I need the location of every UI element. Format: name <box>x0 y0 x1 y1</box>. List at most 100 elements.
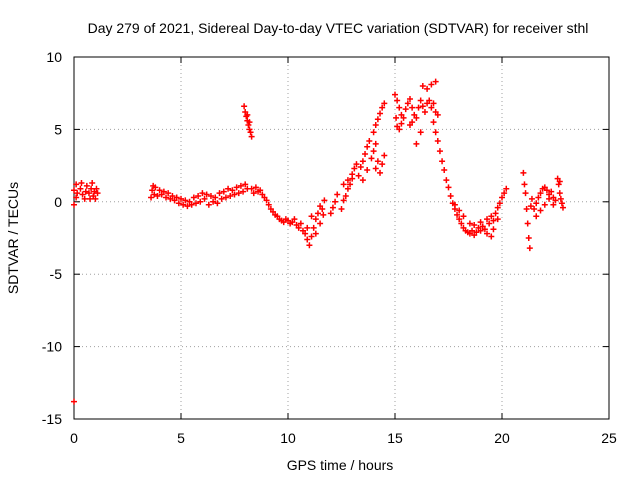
data-point <box>163 194 170 201</box>
data-point <box>379 161 386 168</box>
data-point <box>182 197 189 204</box>
data-point <box>377 169 384 176</box>
data-point <box>494 216 501 223</box>
data-point <box>73 194 80 201</box>
data-point <box>473 229 480 236</box>
data-point <box>484 230 491 237</box>
data-point <box>85 190 92 197</box>
data-point <box>233 184 240 191</box>
data-point <box>366 137 373 144</box>
data-point <box>205 201 212 208</box>
data-point <box>310 224 317 231</box>
data-point <box>381 100 388 107</box>
data-point <box>426 97 433 104</box>
data-point <box>417 129 424 136</box>
data-point <box>501 190 508 197</box>
data-point <box>533 200 540 207</box>
data-point <box>212 194 219 201</box>
x-tick-label: 0 <box>70 430 78 446</box>
data-point <box>503 185 510 192</box>
data-point <box>379 104 386 111</box>
data-point <box>74 190 81 197</box>
data-point <box>377 110 384 117</box>
data-point <box>364 166 371 173</box>
y-tick-label: 10 <box>46 49 62 65</box>
data-point <box>175 200 182 207</box>
data-point <box>201 195 208 202</box>
data-point <box>421 109 428 116</box>
data-point <box>372 165 379 172</box>
data-point <box>214 200 221 207</box>
data-point <box>469 227 476 234</box>
data-point <box>353 161 360 168</box>
data-point <box>83 182 90 189</box>
chart-title: Day 279 of 2021, Sidereal Day-to-day VTE… <box>88 20 589 36</box>
data-point <box>355 172 362 179</box>
data-point <box>537 190 544 197</box>
data-point <box>357 164 364 171</box>
data-point <box>247 129 254 136</box>
data-point <box>87 195 94 202</box>
data-point <box>537 207 544 214</box>
data-point <box>231 191 238 198</box>
data-point <box>490 226 497 233</box>
data-point <box>148 194 155 201</box>
data-point <box>250 190 257 197</box>
data-point <box>552 197 559 204</box>
data-point <box>71 201 77 208</box>
data-point <box>381 152 388 159</box>
data-point <box>229 187 236 194</box>
data-point <box>295 224 302 231</box>
data-point <box>362 151 369 158</box>
data-points <box>71 78 566 405</box>
data-point <box>244 111 251 118</box>
data-point <box>169 193 176 200</box>
data-point <box>237 182 244 189</box>
data-point <box>263 197 270 204</box>
data-point <box>430 100 437 107</box>
x-tick-label: 20 <box>494 430 510 446</box>
data-point <box>340 181 347 188</box>
data-point <box>225 185 232 192</box>
data-point <box>488 233 495 240</box>
data-point <box>555 181 562 188</box>
data-point <box>317 203 324 210</box>
y-axis-label: SDTVAR / TECUs <box>5 182 21 294</box>
data-point <box>424 85 431 92</box>
data-point <box>458 220 465 227</box>
data-point <box>241 103 248 110</box>
data-point <box>93 185 100 192</box>
x-tick-label: 25 <box>601 430 617 446</box>
y-tick-label: -5 <box>50 266 63 282</box>
data-point <box>432 78 439 85</box>
data-point <box>374 158 381 165</box>
plot-frame <box>73 56 610 420</box>
data-point <box>466 220 473 227</box>
data-point <box>526 245 533 252</box>
data-point <box>556 190 563 197</box>
data-point <box>165 190 172 197</box>
data-point <box>79 191 86 198</box>
data-point <box>73 181 80 188</box>
data-point <box>370 129 377 136</box>
data-point <box>415 104 422 111</box>
data-point <box>344 177 351 184</box>
data-point <box>160 188 167 195</box>
data-point <box>89 179 96 186</box>
data-point <box>522 190 529 197</box>
data-point <box>409 119 416 126</box>
data-point <box>372 140 379 147</box>
data-point <box>409 104 416 111</box>
data-point <box>531 206 538 213</box>
data-point <box>302 230 309 237</box>
data-point <box>304 224 311 231</box>
y-tick-label: -15 <box>42 411 62 427</box>
data-point <box>434 137 441 144</box>
data-point <box>188 201 195 208</box>
data-point <box>246 119 253 126</box>
data-point <box>398 120 405 127</box>
data-point <box>368 155 375 162</box>
data-point <box>404 100 411 107</box>
data-point <box>178 195 184 202</box>
